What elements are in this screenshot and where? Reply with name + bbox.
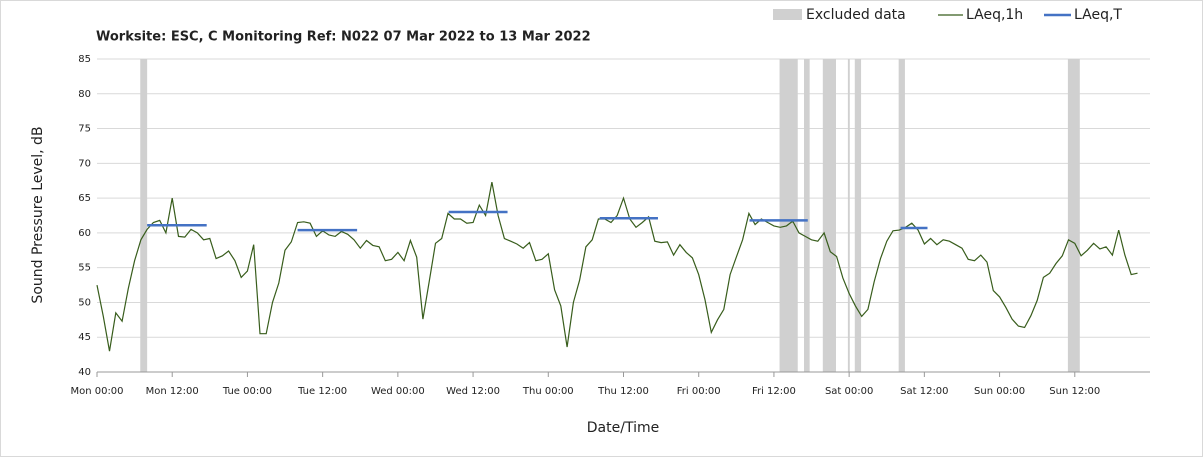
x-tick-label: Fri 00:00 — [677, 386, 721, 397]
excluded-band — [779, 59, 798, 372]
y-tick-label: 80 — [78, 89, 91, 100]
x-tick-label: Sun 12:00 — [1049, 386, 1100, 397]
excluded-band — [822, 59, 836, 372]
y-tick-label: 45 — [78, 332, 91, 343]
chart-title: Worksite: ESC, C Monitoring Ref: N022 07… — [96, 30, 591, 45]
legend-label: LAeq,1h — [966, 7, 1023, 23]
x-tick-label: Sat 12:00 — [900, 386, 948, 397]
x-axis-label: Date/Time — [587, 420, 659, 436]
x-tick-label: Tue 12:00 — [297, 386, 347, 397]
x-tick-label: Mon 00:00 — [70, 386, 123, 397]
series-line — [96, 181, 1138, 352]
excluded-band — [854, 59, 862, 372]
excluded-band — [1067, 59, 1080, 372]
x-tick-label: Mon 12:00 — [146, 386, 199, 397]
x-tick-label: Wed 00:00 — [371, 386, 425, 397]
legend-label: LAeq,T — [1074, 7, 1122, 23]
y-tick-label: 60 — [78, 228, 91, 239]
x-tick-label: Sun 00:00 — [974, 386, 1025, 397]
y-tick-label: 70 — [78, 158, 91, 169]
y-tick-label: 75 — [78, 124, 91, 135]
excluded-band — [898, 59, 905, 372]
y-tick-label: 85 — [78, 54, 91, 65]
excluded-band — [140, 59, 148, 372]
x-tick-label: Tue 00:00 — [222, 386, 272, 397]
y-axis-label: Sound Pressure Level, dB — [30, 126, 46, 303]
excluded-band — [804, 59, 810, 372]
y-tick-label: 65 — [78, 193, 91, 204]
x-tick-label: Sat 00:00 — [825, 386, 873, 397]
x-tick-label: Wed 12:00 — [446, 386, 500, 397]
legend-label: Excluded data — [806, 7, 906, 23]
legend-swatch — [773, 9, 802, 20]
x-tick-label: Thu 12:00 — [597, 386, 649, 397]
excluded-band — [847, 59, 850, 372]
y-tick-label: 55 — [78, 263, 91, 274]
x-tick-label: Thu 00:00 — [522, 386, 574, 397]
y-tick-label: 50 — [78, 297, 91, 308]
y-tick-label: 40 — [78, 367, 91, 378]
x-tick-label: Fri 12:00 — [752, 386, 796, 397]
